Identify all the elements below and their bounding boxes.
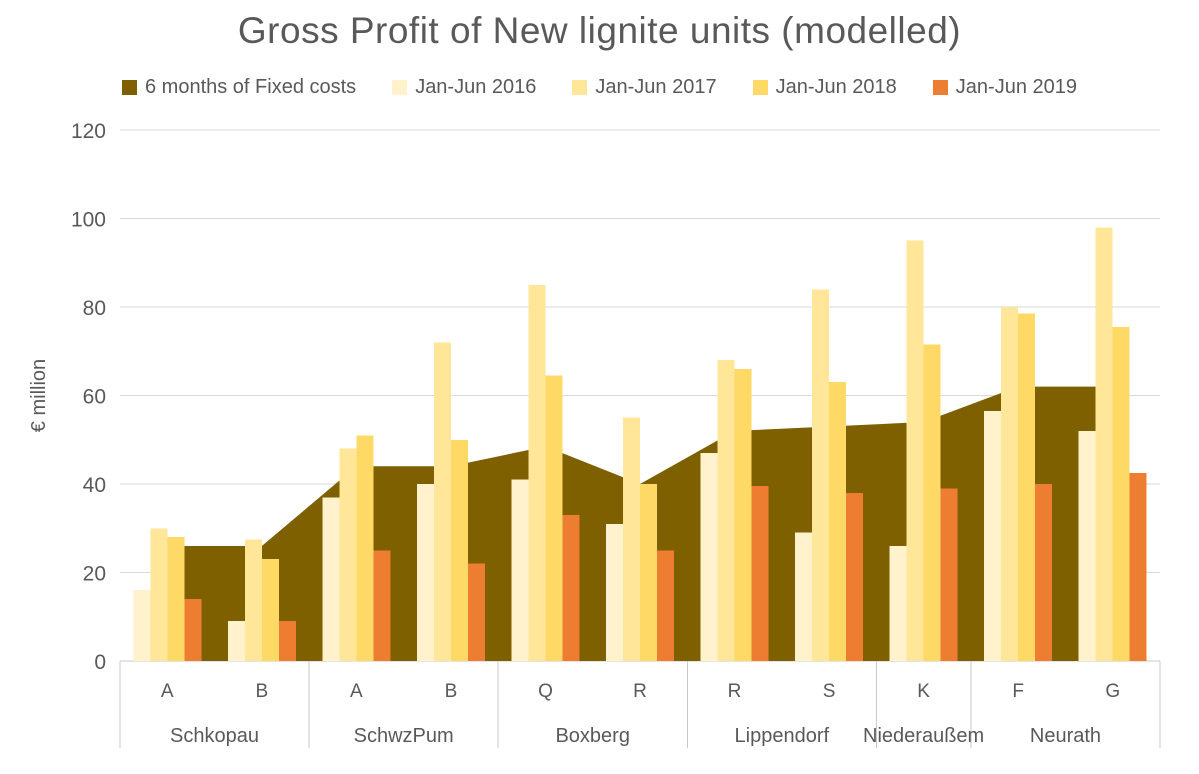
bar-jan-jun-2018-G-10 bbox=[1112, 326, 1130, 661]
bar-jan-jun-2019-A-0 bbox=[184, 599, 202, 661]
unit-label: R bbox=[728, 681, 742, 702]
y-tick-label: 80 bbox=[83, 297, 106, 320]
bar-jan-jun-2018-B-3 bbox=[450, 439, 468, 661]
bar-jan-jun-2017-R-5 bbox=[623, 417, 640, 661]
group-label-schkopau: Schkopau bbox=[170, 725, 259, 747]
bar-jan-jun-2016-G-10 bbox=[1078, 430, 1096, 661]
legend-swatch-2017-icon bbox=[572, 80, 588, 95]
legend-item-2018: Jan-Jun 2018 bbox=[752, 76, 897, 99]
bar-jan-jun-2018-Q-4 bbox=[545, 375, 563, 661]
bar-jan-jun-2017-S-7 bbox=[812, 289, 830, 661]
bar-jan-jun-2018-K-8 bbox=[923, 344, 941, 661]
unit-label: K bbox=[917, 681, 930, 702]
bar-jan-jun-2017-R-6 bbox=[717, 360, 735, 661]
legend-label: Jan-Jun 2018 bbox=[775, 76, 897, 98]
bar-jan-jun-2017-G-10 bbox=[1095, 227, 1113, 661]
bar-jan-jun-2017-B-3 bbox=[433, 342, 451, 661]
bar-jan-jun-2018-R-6 bbox=[734, 368, 752, 661]
bar-jan-jun-2017-K-8 bbox=[906, 240, 924, 661]
legend-swatch-2018-icon bbox=[752, 80, 768, 95]
bar-jan-jun-2018-A-2 bbox=[356, 435, 374, 661]
bar-jan-jun-2019-K-8 bbox=[940, 488, 958, 661]
bar-jan-jun-2016-R-5 bbox=[606, 523, 623, 661]
bar-jan-jun-2017-Q-4 bbox=[528, 284, 546, 661]
unit-label: B bbox=[445, 681, 458, 702]
unit-label: B bbox=[255, 681, 268, 702]
unit-label: G bbox=[1105, 681, 1120, 702]
bar-jan-jun-2019-R-5 bbox=[657, 550, 674, 661]
bar-jan-jun-2016-Q-4 bbox=[511, 479, 529, 661]
bar-jan-jun-2019-G-10 bbox=[1129, 472, 1147, 661]
legend-item-2016: Jan-Jun 2016 bbox=[392, 76, 536, 99]
y-tick-label: 20 bbox=[83, 563, 106, 586]
legend-label: Jan-Jun 2016 bbox=[415, 76, 537, 98]
group-label-lippendorf: Lippendorf bbox=[735, 725, 830, 747]
bar-jan-jun-2016-A-2 bbox=[322, 497, 340, 661]
bar-jan-jun-2018-R-5 bbox=[640, 484, 657, 661]
y-tick-label: 60 bbox=[83, 386, 106, 409]
bar-jan-jun-2016-S-7 bbox=[795, 532, 813, 661]
group-label-neurath: Neurath bbox=[1030, 725, 1101, 747]
bar-jan-jun-2019-R-6 bbox=[751, 486, 769, 661]
bar-jan-jun-2017-B-1 bbox=[244, 539, 262, 661]
bar-jan-jun-2016-F-9 bbox=[984, 410, 1002, 661]
y-tick-label: 120 bbox=[71, 120, 106, 143]
bar-jan-jun-2019-Q-4 bbox=[562, 514, 580, 661]
unit-label: Q bbox=[538, 681, 553, 702]
legend-label: Jan-Jun 2017 bbox=[595, 76, 717, 98]
bar-jan-jun-2017-A-2 bbox=[339, 448, 357, 661]
legend-label: Jan-Jun 2019 bbox=[955, 76, 1077, 98]
bar-jan-jun-2019-S-7 bbox=[846, 492, 864, 661]
bar-jan-jun-2018-A-0 bbox=[167, 537, 185, 661]
bar-jan-jun-2019-F-9 bbox=[1035, 484, 1053, 661]
legend-swatch-fixed-costs-icon bbox=[121, 80, 137, 95]
bar-jan-jun-2016-A-0 bbox=[133, 590, 151, 661]
legend: 6 months of Fixed costs Jan-Jun 2016 Jan… bbox=[0, 76, 1199, 99]
bar-jan-jun-2016-K-8 bbox=[889, 545, 907, 661]
y-tick-label: 100 bbox=[71, 209, 106, 232]
legend-item-2019: Jan-Jun 2019 bbox=[932, 76, 1077, 99]
unit-label: A bbox=[350, 681, 363, 702]
legend-item-2017: Jan-Jun 2017 bbox=[572, 76, 717, 99]
chart-title: Gross Profit of New lignite units (model… bbox=[237, 10, 962, 51]
unit-label: S bbox=[823, 681, 836, 702]
bar-jan-jun-2016-B-3 bbox=[416, 484, 434, 661]
bar-jan-jun-2019-B-1 bbox=[278, 621, 296, 661]
bar-jan-jun-2017-A-0 bbox=[150, 528, 168, 661]
unit-label: A bbox=[161, 681, 174, 702]
y-axis-title: € million bbox=[28, 359, 50, 432]
group-label-boxberg: Boxberg bbox=[555, 725, 630, 747]
bar-jan-jun-2018-F-9 bbox=[1018, 313, 1036, 661]
legend-label: 6 months of Fixed costs bbox=[144, 76, 357, 98]
bar-jan-jun-2018-S-7 bbox=[829, 382, 847, 661]
group-label-schwzpum: SchwzPum bbox=[354, 725, 454, 747]
bar-jan-jun-2016-B-1 bbox=[227, 621, 245, 661]
bar-jan-jun-2018-B-1 bbox=[261, 559, 279, 661]
unit-label: F bbox=[1012, 681, 1024, 702]
y-tick-label: 40 bbox=[83, 474, 106, 497]
legend-swatch-2019-icon bbox=[932, 80, 948, 95]
bar-jan-jun-2019-B-3 bbox=[467, 563, 485, 661]
y-tick-label: 0 bbox=[94, 651, 106, 674]
bar-jan-jun-2016-R-6 bbox=[700, 453, 718, 661]
unit-label: R bbox=[633, 681, 647, 702]
bar-jan-jun-2017-F-9 bbox=[1001, 307, 1019, 661]
group-label-niederaußem: Niederaußem bbox=[863, 725, 984, 747]
legend-swatch-2016-icon bbox=[392, 80, 408, 95]
bar-jan-jun-2019-A-2 bbox=[373, 550, 391, 661]
legend-item-fixed-costs: 6 months of Fixed costs bbox=[121, 76, 357, 99]
